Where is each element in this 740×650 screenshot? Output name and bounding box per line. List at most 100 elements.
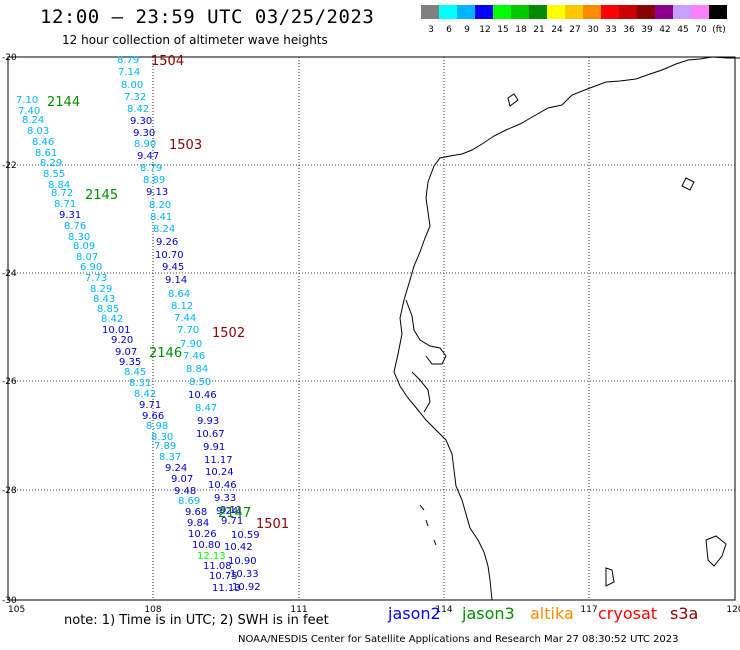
pass-number-label: 1504 xyxy=(151,54,184,69)
wave-height-value: 10.46 xyxy=(208,480,237,491)
wave-height-value: 9.11 xyxy=(220,505,242,516)
satellite-legend-item: jason3 xyxy=(462,604,515,623)
color-swatch xyxy=(691,5,709,19)
wave-height-value: 8.31 xyxy=(129,378,151,389)
wave-height-value: 8.64 xyxy=(168,289,190,300)
color-swatch xyxy=(457,5,475,19)
color-scale-label: 42 xyxy=(659,25,670,35)
wave-height-value: 9.33 xyxy=(214,493,236,504)
pass-number-label: 2145 xyxy=(85,188,118,203)
wave-height-value: 8.41 xyxy=(150,212,172,223)
wave-height-value: 8.84 xyxy=(186,364,208,375)
color-swatch xyxy=(583,5,601,19)
color-swatch xyxy=(673,5,691,19)
shark-bay-peninsula xyxy=(405,299,447,365)
color-scale-label: 33 xyxy=(605,25,616,35)
wave-height-value: 10.75 xyxy=(209,571,238,582)
color-swatch xyxy=(619,5,637,19)
wave-height-value: 8.79 xyxy=(140,163,162,174)
wave-height-value: 8.07 xyxy=(76,252,98,263)
wave-height-value: 10.26 xyxy=(188,529,217,540)
color-swatch xyxy=(709,5,727,19)
color-swatch xyxy=(439,5,457,19)
pass-number-label: 2146 xyxy=(149,346,182,361)
wave-height-value: 9.47 xyxy=(137,151,159,162)
wave-height-value: 9.71 xyxy=(221,516,243,527)
wave-height-value: 11.17 xyxy=(204,455,233,466)
wave-height-value: 8.85 xyxy=(97,304,119,315)
color-swatch xyxy=(493,5,511,19)
wave-height-value: 8.09 xyxy=(73,241,95,252)
wave-height-value: 7.70 xyxy=(177,325,199,336)
wave-height-value: 9.84 xyxy=(187,518,209,529)
color-scale-label: 27 xyxy=(569,25,580,35)
wave-height-value: 9.48 xyxy=(174,486,196,497)
wave-height-value: 8.00 xyxy=(121,80,143,91)
wave-height-value: 10.67 xyxy=(196,429,225,440)
south-coast-islands xyxy=(605,177,727,587)
page-subtitle: 12 hour collection of altimeter wave hei… xyxy=(62,33,328,47)
barrow-island xyxy=(507,93,519,107)
wave-height-value: 8.29 xyxy=(40,158,62,169)
color-scale-label: 45 xyxy=(677,25,688,35)
wave-height-value: 8.50 xyxy=(189,377,211,388)
wave-height-value: 9.30 xyxy=(133,128,155,139)
wave-height-value: 8.84 xyxy=(48,180,70,191)
footer-note: note: 1) Time is in UTC; 2) SWH is in fe… xyxy=(64,613,329,628)
shark-bay-inlet xyxy=(411,371,431,413)
wave-height-value: 8.24 xyxy=(153,224,175,235)
wave-height-value: 8.76 xyxy=(64,221,86,232)
wave-height-value: 10.42 xyxy=(224,542,253,553)
satellite-legend-item: cryosat xyxy=(598,604,658,623)
color-swatch xyxy=(637,5,655,19)
pass-number-label: 1503 xyxy=(169,138,202,153)
wave-height-value: 10.46 xyxy=(188,390,217,401)
color-swatch xyxy=(655,5,673,19)
wave-height-value: 8.55 xyxy=(43,169,65,180)
wave-height-value: 8.61 xyxy=(35,148,57,159)
latitude-label: -24 xyxy=(2,269,17,279)
latitude-label: -30 xyxy=(2,596,17,606)
pass-number-label: 1502 xyxy=(212,326,245,341)
wave-height-value: 8.42 xyxy=(127,104,149,115)
wave-height-value: 7.73 xyxy=(85,273,107,284)
wave-height-value: 8.42 xyxy=(134,389,156,400)
wave-height-value: 8.89 xyxy=(143,175,165,186)
wave-height-value: 8.79 xyxy=(117,55,139,66)
color-scale-label: 21 xyxy=(533,25,544,35)
color-swatch xyxy=(547,5,565,19)
wave-height-value: 9.66 xyxy=(142,411,164,422)
color-scale-label: 18 xyxy=(515,25,527,35)
longitude-label: 120 xyxy=(726,605,740,615)
color-swatch xyxy=(511,5,529,19)
wave-height-value: 8.20 xyxy=(149,200,171,211)
wave-height-value: 8.12 xyxy=(171,301,193,312)
satellite-legend-item: s3a xyxy=(670,604,699,623)
wave-height-value: 8.03 xyxy=(27,126,49,137)
color-scale-label: 9 xyxy=(464,25,470,35)
pass-labels: 1504 2144 1503 2145 1502 2146 2147 1501 xyxy=(47,54,289,532)
wave-height-value: 10.92 xyxy=(232,582,261,593)
footer-credit: NOAA/NESDIS Center for Satellite Applica… xyxy=(238,634,679,645)
abrolhos-islands xyxy=(419,504,437,546)
color-scale-label: 30 xyxy=(587,25,599,35)
color-scale-label: 39 xyxy=(641,25,653,35)
wave-height-value: 8.42 xyxy=(101,314,123,325)
longitude-label: 105 xyxy=(8,605,25,615)
color-scale-label: 12 xyxy=(479,25,490,35)
color-scale-label: 3 xyxy=(428,25,434,35)
wave-height-value: 9.24 xyxy=(165,463,187,474)
wave-height-value: 10.90 xyxy=(228,556,257,567)
latitude-label: -26 xyxy=(2,377,17,387)
wave-height-value: 9.24 xyxy=(216,506,238,517)
color-swatch xyxy=(529,5,547,19)
wave-height-value: 10.24 xyxy=(205,467,234,478)
wave-height-value: 10.33 xyxy=(230,569,259,580)
axis-tick-labels: 105 108 111 114 117 120 -20 -22 -24 -26 -28 -30 xyxy=(2,53,740,615)
satellite-legend-item: jason2 xyxy=(388,604,441,623)
longitude-label: 111 xyxy=(290,605,307,615)
wave-height-value: 8.47 xyxy=(195,403,217,414)
wave-height-value: 8.71 xyxy=(54,199,76,210)
wave-height-value: 9.07 xyxy=(115,347,137,358)
wave-height-value: 9.14 xyxy=(165,275,187,286)
